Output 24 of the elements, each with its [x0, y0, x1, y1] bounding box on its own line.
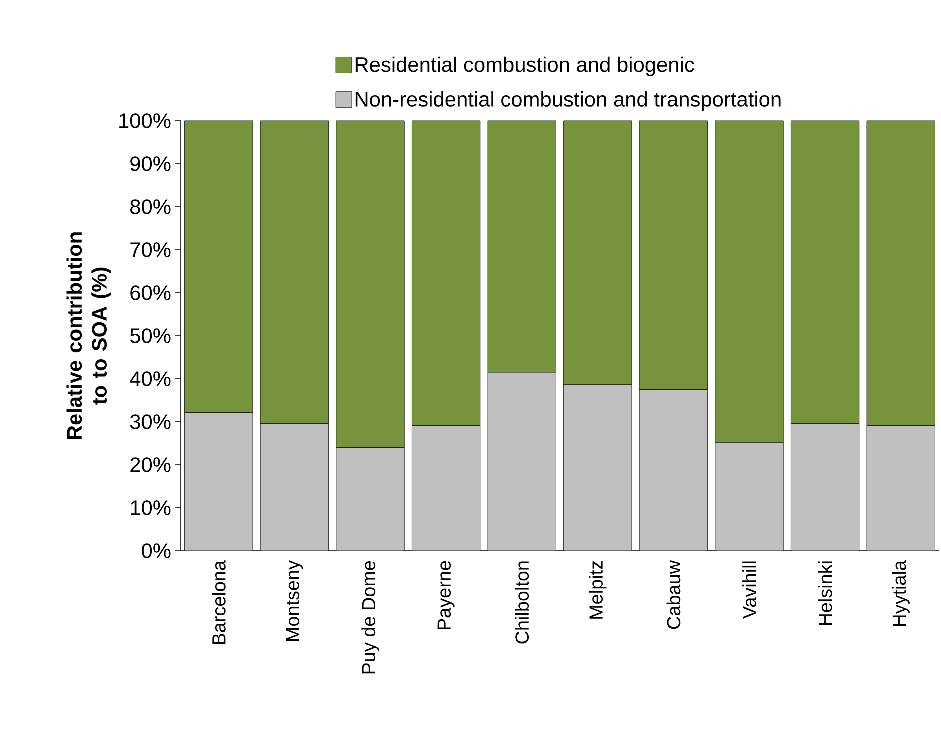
x-tick-label: Barcelona: [212, 560, 226, 644]
x-tick-label: Melpitz: [589, 561, 607, 619]
y-tick-label: 90%: [130, 156, 171, 172]
y-tick-label: 30%: [130, 414, 171, 430]
x-tick-label: Puy de Dome: [362, 561, 380, 674]
x-tick-label: Hyytiala: [892, 560, 910, 626]
y-tick-label: 40%: [130, 372, 171, 386]
x-tick-label: Vavihill: [742, 562, 756, 619]
x-tick-label: Helsinki: [818, 562, 832, 626]
legend-label: Non-residential combustion and transportation: [356, 92, 781, 112]
y-tick-label: 0%: [142, 544, 171, 558]
y-tick-label: 10%: [131, 500, 171, 516]
y-axis-title: Relative contribution to to SOA (%): [66, 232, 112, 440]
y-tick-label: 60%: [130, 286, 171, 300]
x-tick-label: Montseny: [286, 560, 304, 642]
y-tick-label: 80%: [130, 200, 171, 214]
y-tick-label: 20%: [130, 458, 171, 472]
x-tick-label: Cabauw: [666, 560, 681, 629]
y-tick-label: 100%: [120, 114, 171, 128]
legend-label: Residential combustion and biogenic: [356, 56, 694, 76]
y-tick-label: 50%: [130, 328, 171, 344]
y-tick-label: 70%: [130, 242, 171, 258]
x-tick-label: Chilbolton: [515, 562, 530, 644]
x-tick-label: Payerne: [438, 561, 455, 630]
